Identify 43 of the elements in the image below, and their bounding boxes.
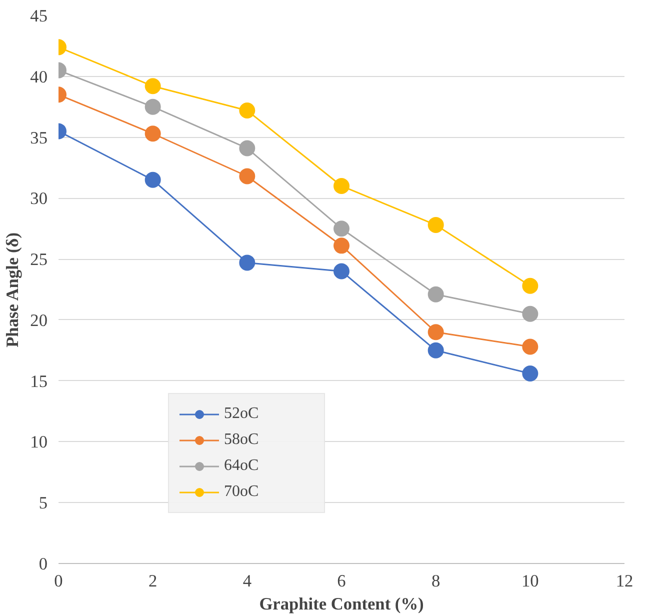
point: [428, 324, 444, 340]
y-axis-title: Phase Angle (δ): [3, 232, 22, 348]
point: [239, 102, 256, 118]
point: [239, 254, 256, 271]
point: [522, 306, 538, 322]
point: [144, 98, 161, 115]
y-tick-label: 45: [30, 6, 48, 26]
y-tick-label: 10: [30, 432, 48, 452]
point: [428, 216, 444, 233]
x-axis-title: Graphite Content (%): [259, 594, 424, 614]
y-tick-label: 5: [38, 494, 48, 513]
x-tick-label: 4: [242, 572, 252, 590]
point: [428, 342, 444, 358]
legend-label: 52oC: [224, 405, 260, 423]
point: [144, 78, 161, 94]
legend-label: 58oC: [224, 431, 260, 449]
point: [334, 220, 350, 237]
x-tick-label: 0: [54, 572, 63, 590]
point: [239, 140, 256, 156]
point: [334, 263, 350, 280]
point: [428, 286, 444, 302]
point: [144, 172, 161, 188]
point: [239, 168, 256, 184]
y-tick-label: 25: [30, 250, 48, 270]
point: [522, 278, 538, 294]
legend-label: 70oC: [224, 483, 260, 501]
point: [144, 126, 161, 142]
y-tick-label: 40: [30, 67, 48, 86]
y-tick-label: 0: [38, 554, 48, 574]
y-tick-label: 20: [30, 310, 48, 330]
point: [522, 338, 538, 355]
x-tick-label: 12: [616, 572, 634, 590]
point: [334, 238, 350, 254]
x-tick-label: 2: [148, 572, 158, 590]
y-tick-label: 30: [30, 189, 48, 208]
legend-label: 64oC: [224, 457, 260, 475]
y-tick-label: 35: [30, 128, 48, 148]
x-tick-label: 10: [522, 572, 539, 590]
x-tick-label: 6: [337, 572, 346, 590]
y-tick-label: 15: [30, 372, 48, 391]
point: [334, 178, 350, 194]
x-tick-label: 8: [432, 572, 440, 590]
point: [522, 366, 538, 382]
